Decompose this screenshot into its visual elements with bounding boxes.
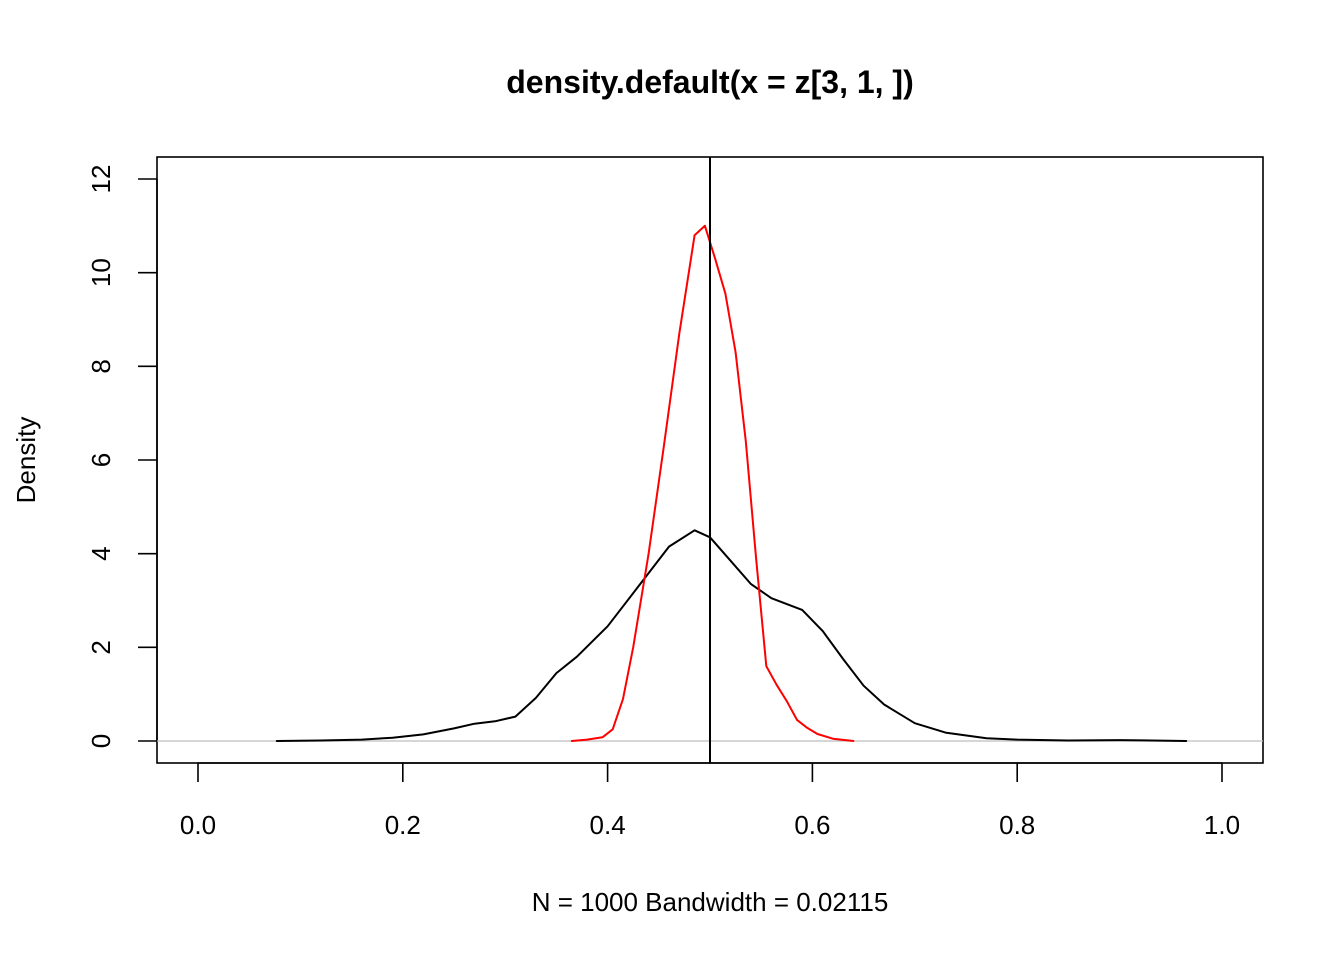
density-line-black — [275, 529, 1188, 742]
x-tick-label: 0.6 — [794, 810, 830, 840]
y-axis-label: Density — [11, 417, 41, 504]
x-axis-label: N = 1000 Bandwidth = 0.02115 — [532, 887, 889, 917]
y-tick-label: 10 — [86, 258, 116, 287]
density-line-red — [570, 224, 855, 742]
x-tick-label: 0.4 — [590, 810, 626, 840]
y-tick-label: 2 — [86, 640, 116, 654]
x-tick-label: 0.8 — [999, 810, 1035, 840]
x-tick-label: 1.0 — [1204, 810, 1240, 840]
x-axis: 0.0 0.2 0.4 0.6 0.8 1.0 — [180, 762, 1240, 840]
y-tick-label: 6 — [86, 453, 116, 467]
chart-title: density.default(x = z[3, 1, ]) — [506, 64, 913, 100]
y-tick-label: 4 — [86, 546, 116, 560]
y-tick-label: 12 — [86, 165, 116, 194]
x-tick-label: 0.2 — [385, 810, 421, 840]
y-tick-label: 8 — [86, 359, 116, 373]
x-tick-label: 0.0 — [180, 810, 216, 840]
y-tick-label: 0 — [86, 734, 116, 748]
y-axis: 0 2 4 6 8 10 12 — [86, 165, 158, 748]
density-curves — [157, 157, 1263, 763]
